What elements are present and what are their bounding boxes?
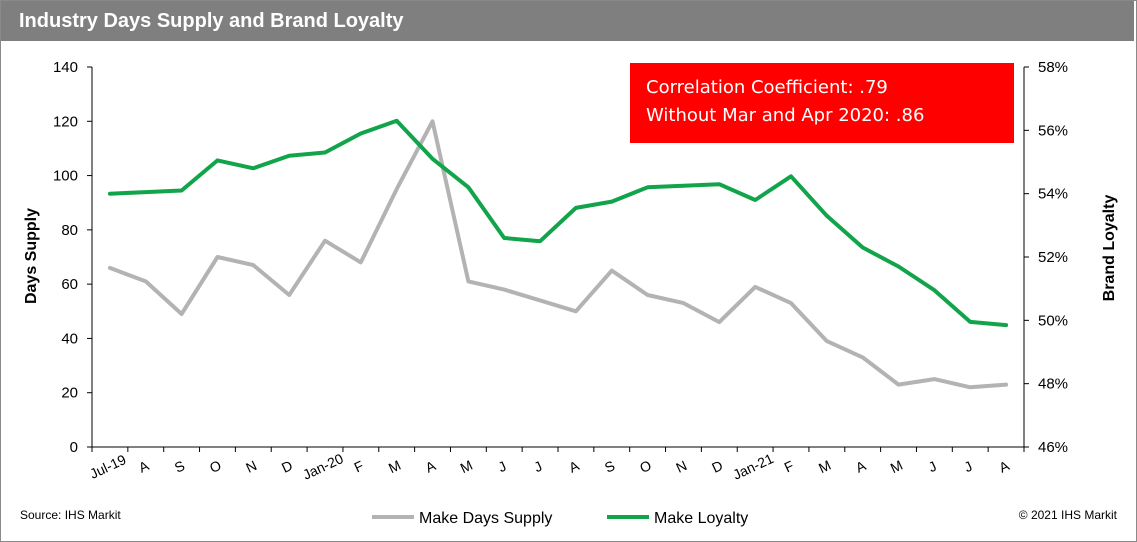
series-line-loyalty: [107, 118, 1009, 328]
x-tick-label: Jan-20: [300, 450, 346, 483]
x-tick-label: F: [782, 457, 797, 475]
source-note: Source: IHS Markit: [20, 508, 121, 522]
x-tick-label: S: [172, 457, 187, 475]
y-left-tick-label: 80: [61, 222, 78, 239]
x-tick-label: A: [136, 457, 152, 476]
x-tick-label: A: [853, 457, 869, 476]
legend-label-loyalty: Make Loyalty: [654, 510, 748, 527]
y-left-tick-label: 20: [61, 385, 78, 402]
x-tick-label: A: [996, 457, 1012, 476]
x-tick-label: J: [531, 458, 544, 475]
x-tick-label: N: [243, 457, 259, 476]
y-right-axis-title: Brand Loyalty: [1101, 195, 1118, 302]
x-tick-label: M: [386, 457, 403, 476]
x-tick-label: O: [637, 457, 654, 476]
y-left-tick-label: 100: [53, 168, 78, 185]
y-left-tick-label: 40: [61, 330, 78, 347]
annotation-line-2: Without Mar and Apr 2020: .86: [646, 105, 924, 126]
x-tick-label: A: [566, 457, 582, 476]
y-left-axis-title: Days Supply: [23, 208, 40, 304]
x-tick-label: D: [709, 457, 725, 476]
x-tick-label: M: [888, 457, 905, 476]
y-left-tick-label: 140: [53, 59, 78, 76]
x-tick-label: M: [816, 457, 833, 476]
y-right-tick-label: 50%: [1038, 312, 1068, 329]
y-left-tick-label: 60: [61, 276, 78, 293]
legend-label-days-supply: Make Days Supply: [419, 510, 552, 527]
x-tick-label: Jan-21: [730, 450, 776, 483]
x-tick-label: A: [423, 457, 439, 476]
copyright-note: © 2021 IHS Markit: [1019, 508, 1118, 522]
x-tick-label: N: [673, 457, 689, 476]
y-right-tick-label: 46%: [1038, 439, 1068, 456]
y-right-tick-label: 54%: [1038, 186, 1068, 203]
y-right-tick-label: 56%: [1038, 122, 1068, 139]
x-tick-label: O: [207, 457, 224, 476]
x-tick-label: Jul-19: [87, 451, 129, 482]
y-right-tick-label: 48%: [1038, 376, 1068, 393]
annotation-box: [630, 63, 1014, 143]
x-tick-label: M: [458, 457, 475, 476]
chart-header: Industry Days Supply and Brand Loyalty: [1, 1, 1134, 41]
y-left-tick-label: 120: [53, 113, 78, 130]
x-tick-label: F: [351, 457, 366, 475]
annotation-line-1: Correlation Coefficient: .79: [646, 77, 888, 98]
x-tick-label: J: [926, 458, 939, 475]
series-line-days-supply: [107, 119, 1009, 390]
x-tick-label: J: [962, 458, 975, 475]
x-tick-label: D: [279, 457, 295, 476]
y-right-tick-label: 58%: [1038, 59, 1068, 76]
chart-title: Industry Days Supply and Brand Loyalty: [19, 10, 404, 32]
x-tick-label: J: [496, 458, 509, 475]
y-left-tick-label: 0: [70, 439, 78, 456]
x-tick-label: S: [602, 457, 617, 475]
y-right-tick-label: 52%: [1038, 249, 1068, 266]
